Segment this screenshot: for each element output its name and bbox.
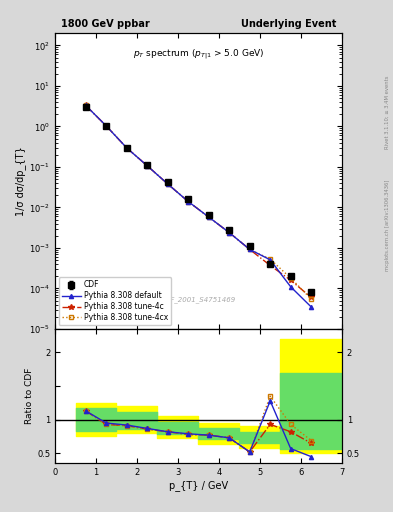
Text: CDF_2001_S4751469: CDF_2001_S4751469: [161, 296, 236, 303]
Legend: CDF, Pythia 8.308 default, Pythia 8.308 tune-4c, Pythia 8.308 tune-4cx: CDF, Pythia 8.308 default, Pythia 8.308 …: [59, 278, 171, 325]
Pythia 8.308 default: [227, 229, 231, 236]
Pythia 8.308 tune-4c: [165, 181, 170, 187]
Pythia 8.308 tune-4cx: [125, 145, 129, 151]
Pythia 8.308 tune-4c: [145, 163, 150, 169]
Pythia 8.308 default: [145, 163, 150, 169]
Pythia 8.308 default: [125, 145, 129, 151]
Pythia 8.308 default: [268, 257, 273, 263]
Pythia 8.308 tune-4cx: [206, 214, 211, 220]
X-axis label: p_{T} / GeV: p_{T} / GeV: [169, 480, 228, 491]
Text: mcplots.cern.ch [arXiv:1306.3436]: mcplots.cern.ch [arXiv:1306.3436]: [385, 180, 390, 271]
Line: Pythia 8.308 default: Pythia 8.308 default: [84, 103, 313, 309]
Pythia 8.308 tune-4c: [125, 145, 129, 151]
Pythia 8.308 tune-4c: [206, 214, 211, 220]
Y-axis label: 1/σ dσ/dp_{T}: 1/σ dσ/dp_{T}: [15, 146, 26, 216]
Pythia 8.308 tune-4cx: [186, 199, 191, 205]
Pythia 8.308 tune-4cx: [145, 163, 150, 169]
Pythia 8.308 default: [165, 181, 170, 187]
Pythia 8.308 tune-4c: [288, 277, 293, 283]
Pythia 8.308 default: [186, 199, 191, 205]
Pythia 8.308 tune-4cx: [268, 256, 273, 262]
Line: Pythia 8.308 tune-4cx: Pythia 8.308 tune-4cx: [84, 103, 313, 301]
Pythia 8.308 tune-4cx: [83, 102, 88, 109]
Pythia 8.308 default: [104, 123, 108, 129]
Pythia 8.308 tune-4cx: [288, 275, 293, 281]
Pythia 8.308 default: [83, 102, 88, 109]
Pythia 8.308 tune-4cx: [165, 181, 170, 187]
Pythia 8.308 tune-4c: [309, 294, 314, 301]
Pythia 8.308 tune-4c: [247, 246, 252, 252]
Pythia 8.308 tune-4cx: [247, 246, 252, 252]
Line: Pythia 8.308 tune-4c: Pythia 8.308 tune-4c: [83, 103, 314, 300]
Text: $p_T$ spectrum ($p_{T|1}$ > 5.0 GeV): $p_T$ spectrum ($p_{T|1}$ > 5.0 GeV): [133, 48, 264, 62]
Text: Underlying Event: Underlying Event: [241, 19, 336, 29]
Pythia 8.308 default: [309, 304, 314, 310]
Pythia 8.308 tune-4cx: [309, 296, 314, 302]
Pythia 8.308 default: [206, 214, 211, 220]
Text: Rivet 3.1.10; ≥ 3.4M events: Rivet 3.1.10; ≥ 3.4M events: [385, 76, 390, 150]
Y-axis label: Ratio to CDF: Ratio to CDF: [25, 368, 34, 424]
Pythia 8.308 tune-4cx: [227, 229, 231, 236]
Pythia 8.308 tune-4c: [186, 199, 191, 205]
Pythia 8.308 tune-4c: [227, 229, 231, 236]
Pythia 8.308 tune-4c: [268, 262, 273, 268]
Pythia 8.308 tune-4cx: [104, 123, 108, 129]
Text: 1800 GeV ppbar: 1800 GeV ppbar: [61, 19, 149, 29]
Pythia 8.308 tune-4c: [83, 102, 88, 109]
Pythia 8.308 default: [247, 246, 252, 252]
Pythia 8.308 tune-4c: [104, 123, 108, 129]
Pythia 8.308 default: [288, 284, 293, 290]
